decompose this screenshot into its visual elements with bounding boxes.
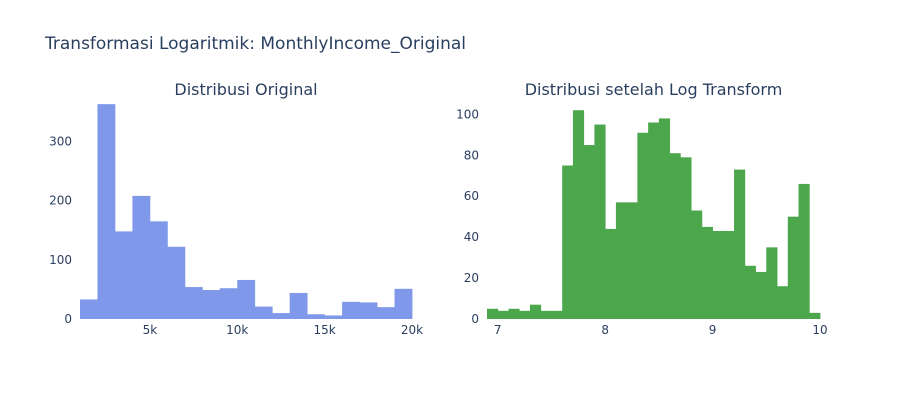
log-y-tick-label: 80 <box>464 148 479 162</box>
log-bar <box>519 310 531 319</box>
log-bar <box>669 153 681 319</box>
original-bar <box>342 301 360 319</box>
log-bar <box>744 265 756 319</box>
original-y-tick-label: 0 <box>64 312 72 326</box>
log-bar <box>798 183 810 319</box>
log-bar <box>712 230 724 319</box>
log-bar <box>572 110 585 319</box>
original-y-tick-label: 300 <box>49 134 72 148</box>
log-bar <box>648 122 660 319</box>
log-x-tick-label: 7 <box>494 323 502 337</box>
histogram-original-panel: Distribusi Original 0 100 200 300 5k 10k 15k 20k <box>49 80 423 337</box>
log-bar <box>637 132 649 319</box>
log-bar <box>508 308 520 319</box>
log-x-tick-label: 8 <box>601 323 609 337</box>
log-bar <box>809 312 821 319</box>
original-y-tick-label: 100 <box>49 253 72 267</box>
figure-title: Transformasi Logaritmik: MonthlyIncome_O… <box>45 34 467 54</box>
original-y-tick-label: 200 <box>49 194 72 208</box>
log-bar <box>497 310 509 319</box>
original-bar <box>167 246 186 319</box>
log-y-tick-label: 40 <box>464 230 479 244</box>
log-bar <box>540 310 552 319</box>
original-bar <box>80 299 98 319</box>
log-bar <box>755 271 767 319</box>
original-subplot-title: Distribusi Original <box>174 80 317 99</box>
original-bar <box>394 288 413 319</box>
log-bar <box>658 118 671 319</box>
histogram-log-panel: Distribusi setelah Log Transform 0 20 40 60 8… <box>456 80 828 337</box>
original-bar <box>359 302 378 319</box>
original-bar <box>324 315 343 319</box>
log-bar <box>615 202 628 319</box>
log-bar <box>551 310 563 319</box>
log-bar <box>787 216 799 319</box>
log-bar <box>594 124 606 319</box>
log-bar <box>680 157 692 319</box>
log-x-tick-label: 9 <box>709 323 717 337</box>
log-y-tick-label: 0 <box>471 312 479 326</box>
log-bar <box>583 145 595 319</box>
log-bar <box>487 308 499 319</box>
log-bar <box>734 169 746 319</box>
log-y-tick-label: 100 <box>456 107 479 121</box>
log-bar <box>562 165 574 319</box>
log-bar <box>691 210 703 319</box>
log-bar <box>777 286 789 319</box>
original-x-tick-label: 5k <box>143 323 158 337</box>
original-x-tick-label: 20k <box>401 323 423 337</box>
log-bar <box>529 304 542 319</box>
original-bar <box>289 292 308 319</box>
original-bar <box>202 290 221 319</box>
original-bar <box>132 195 151 319</box>
original-x-tick-label: 15k <box>314 323 336 337</box>
original-bar <box>219 288 238 319</box>
log-bar <box>626 202 638 319</box>
log-bar <box>605 228 617 319</box>
original-bar <box>237 279 256 319</box>
log-y-tick-label: 20 <box>464 271 479 285</box>
original-bar <box>377 307 395 319</box>
original-bar <box>254 306 273 319</box>
original-bar <box>184 287 203 319</box>
log-bar <box>723 230 735 319</box>
log-x-tick-label: 10 <box>812 323 827 337</box>
log-bar <box>701 226 713 319</box>
original-bar <box>97 104 116 319</box>
original-bar <box>272 313 291 319</box>
original-bar <box>114 231 133 319</box>
log-y-tick-label: 60 <box>464 189 479 203</box>
log-bar <box>766 247 778 319</box>
original-bar <box>149 221 168 319</box>
original-bar <box>307 314 326 319</box>
original-x-tick-label: 10k <box>226 323 248 337</box>
log-subplot-title: Distribusi setelah Log Transform <box>525 80 783 99</box>
